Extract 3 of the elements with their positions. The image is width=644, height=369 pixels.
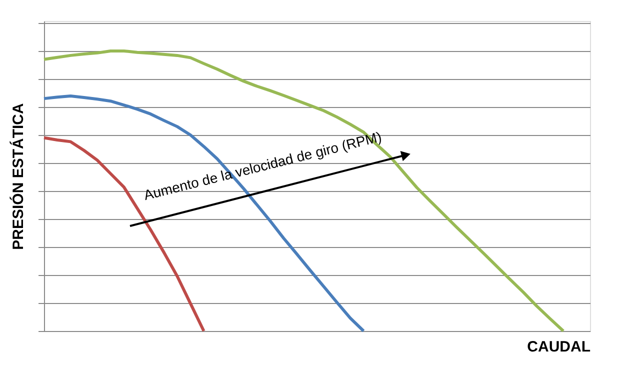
y-axis-title: PRESIÓN ESTÁTICA — [9, 102, 27, 250]
x-axis-title: CAUDAL — [527, 338, 590, 356]
annotation: Aumento de la velocidad de giro (RPM) — [142, 128, 384, 203]
